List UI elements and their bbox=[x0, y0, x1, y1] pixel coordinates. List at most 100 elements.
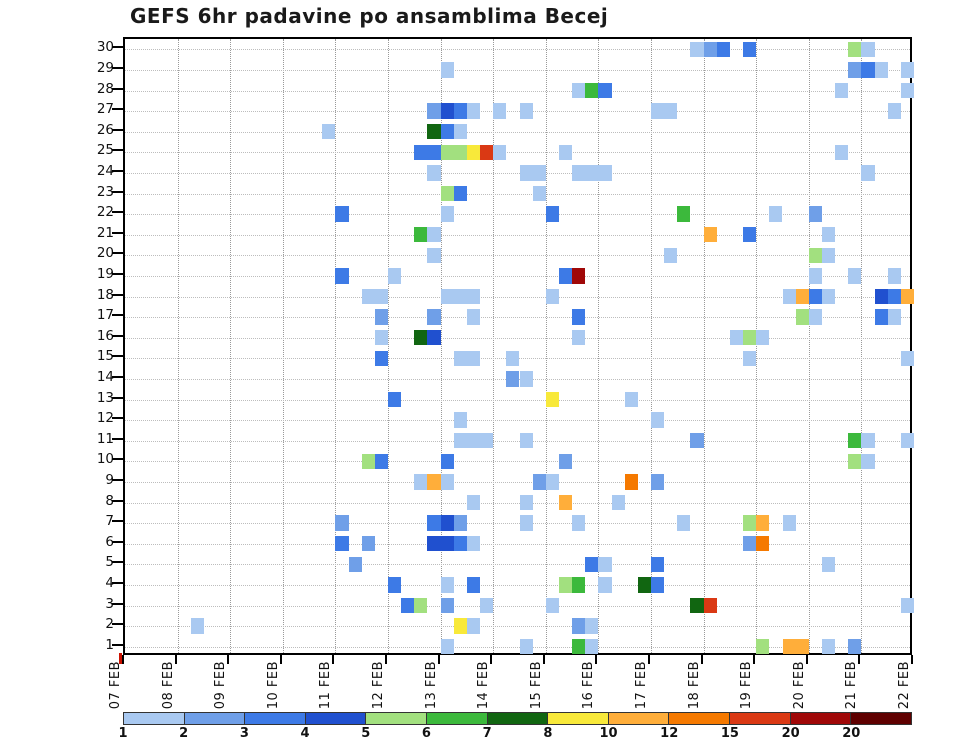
heat-cell bbox=[651, 103, 665, 119]
x-axis-tick bbox=[227, 655, 230, 664]
heat-cell bbox=[624, 391, 638, 408]
heat-cell bbox=[440, 123, 454, 140]
y-axis-label: 22 bbox=[96, 204, 114, 221]
heat-cell bbox=[598, 82, 612, 99]
colorbar-label: 3 bbox=[239, 726, 249, 741]
heat-cell bbox=[427, 247, 441, 264]
grid-line-vertical bbox=[230, 39, 232, 653]
grid-line-vertical bbox=[177, 39, 179, 653]
heat-cell bbox=[506, 350, 520, 367]
heat-cell bbox=[821, 556, 836, 573]
heat-cell bbox=[519, 371, 533, 387]
heat-cell bbox=[887, 103, 901, 119]
x-axis-tick bbox=[858, 655, 861, 664]
x-axis-tick bbox=[648, 655, 650, 664]
heat-cell bbox=[427, 515, 441, 531]
heat-cell bbox=[348, 556, 362, 573]
heat-cell bbox=[414, 226, 428, 243]
y-axis-tick bbox=[112, 87, 123, 90]
heat-cell bbox=[756, 329, 770, 346]
grid-line-horizontal bbox=[125, 275, 910, 277]
heat-cell bbox=[427, 165, 441, 181]
heat-cell bbox=[322, 123, 336, 140]
y-axis-tick bbox=[112, 478, 123, 481]
y-axis-label: 25 bbox=[96, 142, 114, 159]
heat-cell bbox=[848, 41, 862, 58]
y-axis-label: 7 bbox=[105, 513, 114, 530]
y-axis-label: 1 bbox=[105, 636, 114, 653]
y-axis-tick bbox=[112, 149, 123, 152]
heat-cell bbox=[782, 288, 796, 305]
y-axis-label: 20 bbox=[96, 245, 114, 262]
colorbar-label: 15 bbox=[720, 726, 739, 741]
heat-cell bbox=[743, 41, 757, 58]
heat-cell bbox=[440, 638, 454, 655]
heat-cell bbox=[572, 515, 586, 531]
x-axis-tick bbox=[174, 655, 177, 664]
heat-cell bbox=[440, 474, 454, 490]
y-axis-label: 14 bbox=[96, 368, 114, 385]
heat-cell bbox=[453, 144, 467, 161]
y-axis-label: 9 bbox=[105, 471, 114, 488]
heat-cell bbox=[887, 268, 901, 284]
heat-cell bbox=[427, 226, 441, 243]
y-axis-label: 30 bbox=[96, 39, 114, 56]
x-axis-label: 18 FEB bbox=[686, 661, 702, 710]
heat-cell bbox=[466, 350, 481, 367]
grid-line-horizontal bbox=[125, 605, 910, 607]
heat-cell bbox=[440, 515, 454, 531]
heat-cell bbox=[466, 494, 481, 511]
y-axis-label: 29 bbox=[96, 59, 114, 76]
heat-cell bbox=[756, 638, 770, 655]
heat-cell bbox=[769, 206, 783, 222]
y-axis-tick bbox=[112, 499, 123, 502]
heat-cell bbox=[440, 577, 454, 593]
heat-cell bbox=[519, 165, 533, 181]
heat-cell bbox=[361, 535, 375, 552]
colorbar-segment bbox=[487, 713, 549, 724]
heat-cell bbox=[427, 123, 441, 140]
y-axis-tick bbox=[112, 272, 123, 275]
heat-cell bbox=[466, 288, 481, 305]
y-axis-label: 8 bbox=[105, 492, 114, 509]
y-axis-tick bbox=[112, 602, 123, 605]
y-axis-tick bbox=[112, 252, 123, 255]
heat-cell bbox=[651, 556, 665, 573]
heat-cell bbox=[848, 453, 862, 470]
y-axis-tick bbox=[112, 190, 123, 193]
heat-cell bbox=[598, 577, 612, 593]
heat-cell bbox=[808, 206, 822, 222]
heat-cell bbox=[598, 165, 612, 181]
colorbar-segment bbox=[548, 713, 609, 724]
heat-cell bbox=[848, 268, 862, 284]
heat-cell bbox=[848, 432, 862, 449]
heat-cell bbox=[335, 515, 349, 531]
heat-cell bbox=[545, 206, 559, 222]
x-axis-label: 21 FEB bbox=[844, 661, 860, 710]
y-axis-tick bbox=[112, 128, 123, 131]
y-axis-label: 27 bbox=[96, 101, 114, 118]
heat-cell bbox=[335, 206, 349, 222]
y-axis-tick bbox=[112, 314, 123, 317]
heat-cell bbox=[651, 474, 665, 490]
heat-cell bbox=[493, 103, 507, 119]
colorbar-label: 10 bbox=[599, 726, 618, 741]
heat-cell bbox=[585, 82, 599, 99]
heat-cell bbox=[848, 62, 862, 78]
heat-cell bbox=[572, 309, 586, 325]
grid-line-vertical bbox=[756, 39, 758, 653]
colorbar-label: 6 bbox=[421, 726, 431, 741]
grid-line-horizontal bbox=[125, 626, 910, 628]
heat-cell bbox=[874, 288, 888, 305]
heat-cell bbox=[453, 103, 467, 119]
heat-cell bbox=[335, 535, 349, 552]
grid-line-vertical bbox=[808, 39, 810, 653]
y-axis-tick bbox=[112, 108, 123, 111]
colorbar-segment bbox=[730, 713, 791, 724]
grid-line-horizontal bbox=[125, 234, 910, 236]
heat-cell bbox=[808, 309, 822, 325]
grid-line-horizontal bbox=[125, 172, 910, 174]
grid-line-vertical bbox=[703, 39, 705, 653]
heat-cell bbox=[453, 432, 467, 449]
colorbar-segment bbox=[124, 713, 185, 724]
